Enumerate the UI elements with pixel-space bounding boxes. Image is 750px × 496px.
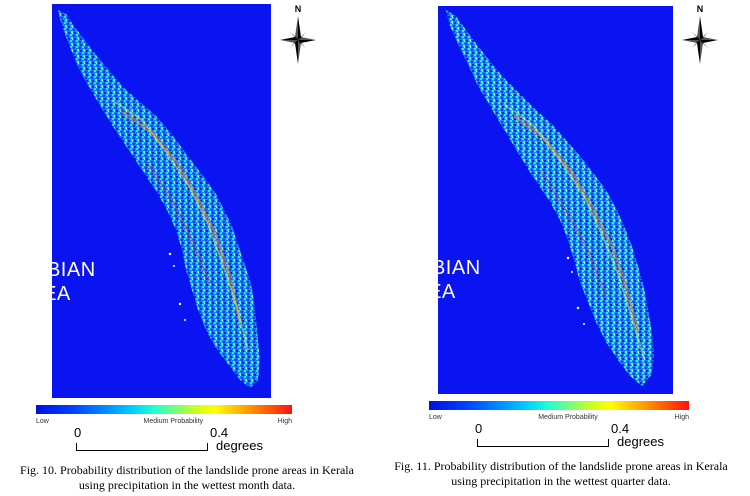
scale-bar: 0 0.4 degrees [475, 421, 707, 453]
legend-high-label: High [277, 418, 292, 425]
figure-caption: Fig. 10. Probability distribution of the… [20, 463, 354, 492]
scale-line [477, 439, 609, 447]
scale-line [76, 443, 208, 451]
north-arrow-icon: N [278, 2, 318, 68]
probability-map [438, 6, 673, 394]
north-label: N [697, 4, 704, 14]
probability-legend: Low Medium Probability High [429, 401, 689, 424]
north-arrow-icon: N [680, 2, 720, 68]
scale-bar: 0 0.4 degrees [74, 425, 306, 457]
kerala-map-svg [52, 4, 271, 398]
legend-mid-label: Medium Probability [538, 414, 598, 421]
probability-map [52, 4, 271, 398]
sea-label: ARABIAN SEA [389, 257, 481, 303]
figure-10: ARABIAN SEA N Low Medi [4, 2, 354, 492]
legend-low-label: Low [36, 418, 49, 425]
probability-legend: Low Medium Probability High [36, 405, 292, 428]
legend-mid-label: Medium Probability [143, 418, 204, 425]
scale-start-label: 0 [74, 425, 82, 440]
kerala-map-svg [438, 6, 673, 394]
legend-color-bar [429, 401, 689, 410]
scale-mid-label: 0.4 [611, 421, 630, 436]
north-label: N [295, 4, 302, 14]
scale-unit-label: degrees [617, 434, 664, 449]
scale-mid-label: 0.4 [210, 425, 229, 440]
legend-color-bar [36, 405, 292, 414]
figure-11: ARABIAN SEA N Low Medi [375, 0, 750, 496]
scale-unit-label: degrees [216, 438, 263, 453]
sea-label: ARABIAN SEA [4, 259, 96, 305]
kerala-landmass [58, 10, 260, 388]
kerala-landmass [446, 10, 654, 386]
legend-high-label: High [674, 414, 689, 421]
legend-low-label: Low [429, 414, 442, 421]
figure-caption: Fig. 11. Probability distribution of the… [394, 459, 728, 488]
scale-start-label: 0 [475, 421, 483, 436]
